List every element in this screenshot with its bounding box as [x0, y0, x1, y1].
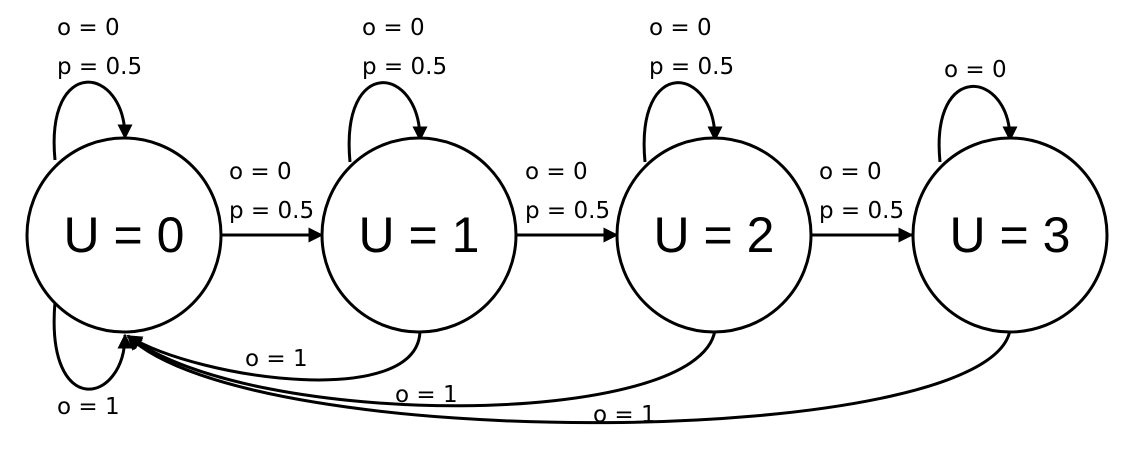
edge-u1-u2-label-line2: p = 0.5: [525, 198, 610, 224]
self-loop-u1-top: [347, 81, 428, 163]
edge-u1-u0: [126, 329, 422, 382]
state-u2: U = 2: [615, 136, 813, 334]
state-u1-circle: [320, 136, 518, 334]
edge-u3-u0: [126, 329, 1012, 425]
edge-u0-u1-label-line2: p = 0.5: [229, 198, 314, 224]
state-u2-circle: [615, 136, 813, 334]
self-loop-u0-bottom: [52, 301, 133, 391]
self-loop-u3-top: [937, 85, 1018, 163]
state-u0-label: U = 0: [64, 207, 185, 263]
edge-u3-u0-label: o = 1: [593, 402, 656, 428]
edge-u2-u0: [126, 329, 717, 408]
self-loop-u0-top-label-line1: o = 0: [57, 15, 120, 41]
self-loop-u0-top: [52, 80, 133, 161]
edge-u1-u0-label: o = 1: [245, 346, 308, 372]
edge-u2-u3-label-line1: o = 0: [819, 159, 882, 185]
self-loop-u3-top-label-line1: o = 0: [944, 57, 1007, 83]
state-u1-label: U = 1: [359, 207, 480, 263]
self-loop-u2-top-label-line1: o = 0: [649, 15, 712, 41]
state-u1: U = 1: [320, 136, 518, 334]
self-loop-u1-top-label-line2: p = 0.5: [362, 54, 447, 80]
self-loop-u0-top-label-line2: p = 0.5: [57, 54, 142, 80]
edge-u2-u0-label: o = 1: [395, 382, 458, 408]
edge-u0-u1-label-line1: o = 0: [229, 159, 292, 185]
self-loop-u0-bottom-label: o = 1: [57, 394, 120, 420]
state-u0-circle: [25, 136, 223, 334]
edge-u2-u3-label-line2: p = 0.5: [819, 198, 904, 224]
self-loop-u2-top: [642, 81, 723, 163]
state-u3: U = 3: [911, 136, 1109, 334]
state-u0: U = 0: [25, 136, 223, 334]
edge-u1-u2-label-line1: o = 0: [525, 159, 588, 185]
self-loop-u1-top-label-line1: o = 0: [362, 15, 425, 41]
state-u3-label: U = 3: [950, 207, 1071, 263]
state-u3-circle: [911, 136, 1109, 334]
self-loop-u2-top-label-line2: p = 0.5: [649, 54, 734, 80]
state-u2-label: U = 2: [654, 207, 775, 263]
